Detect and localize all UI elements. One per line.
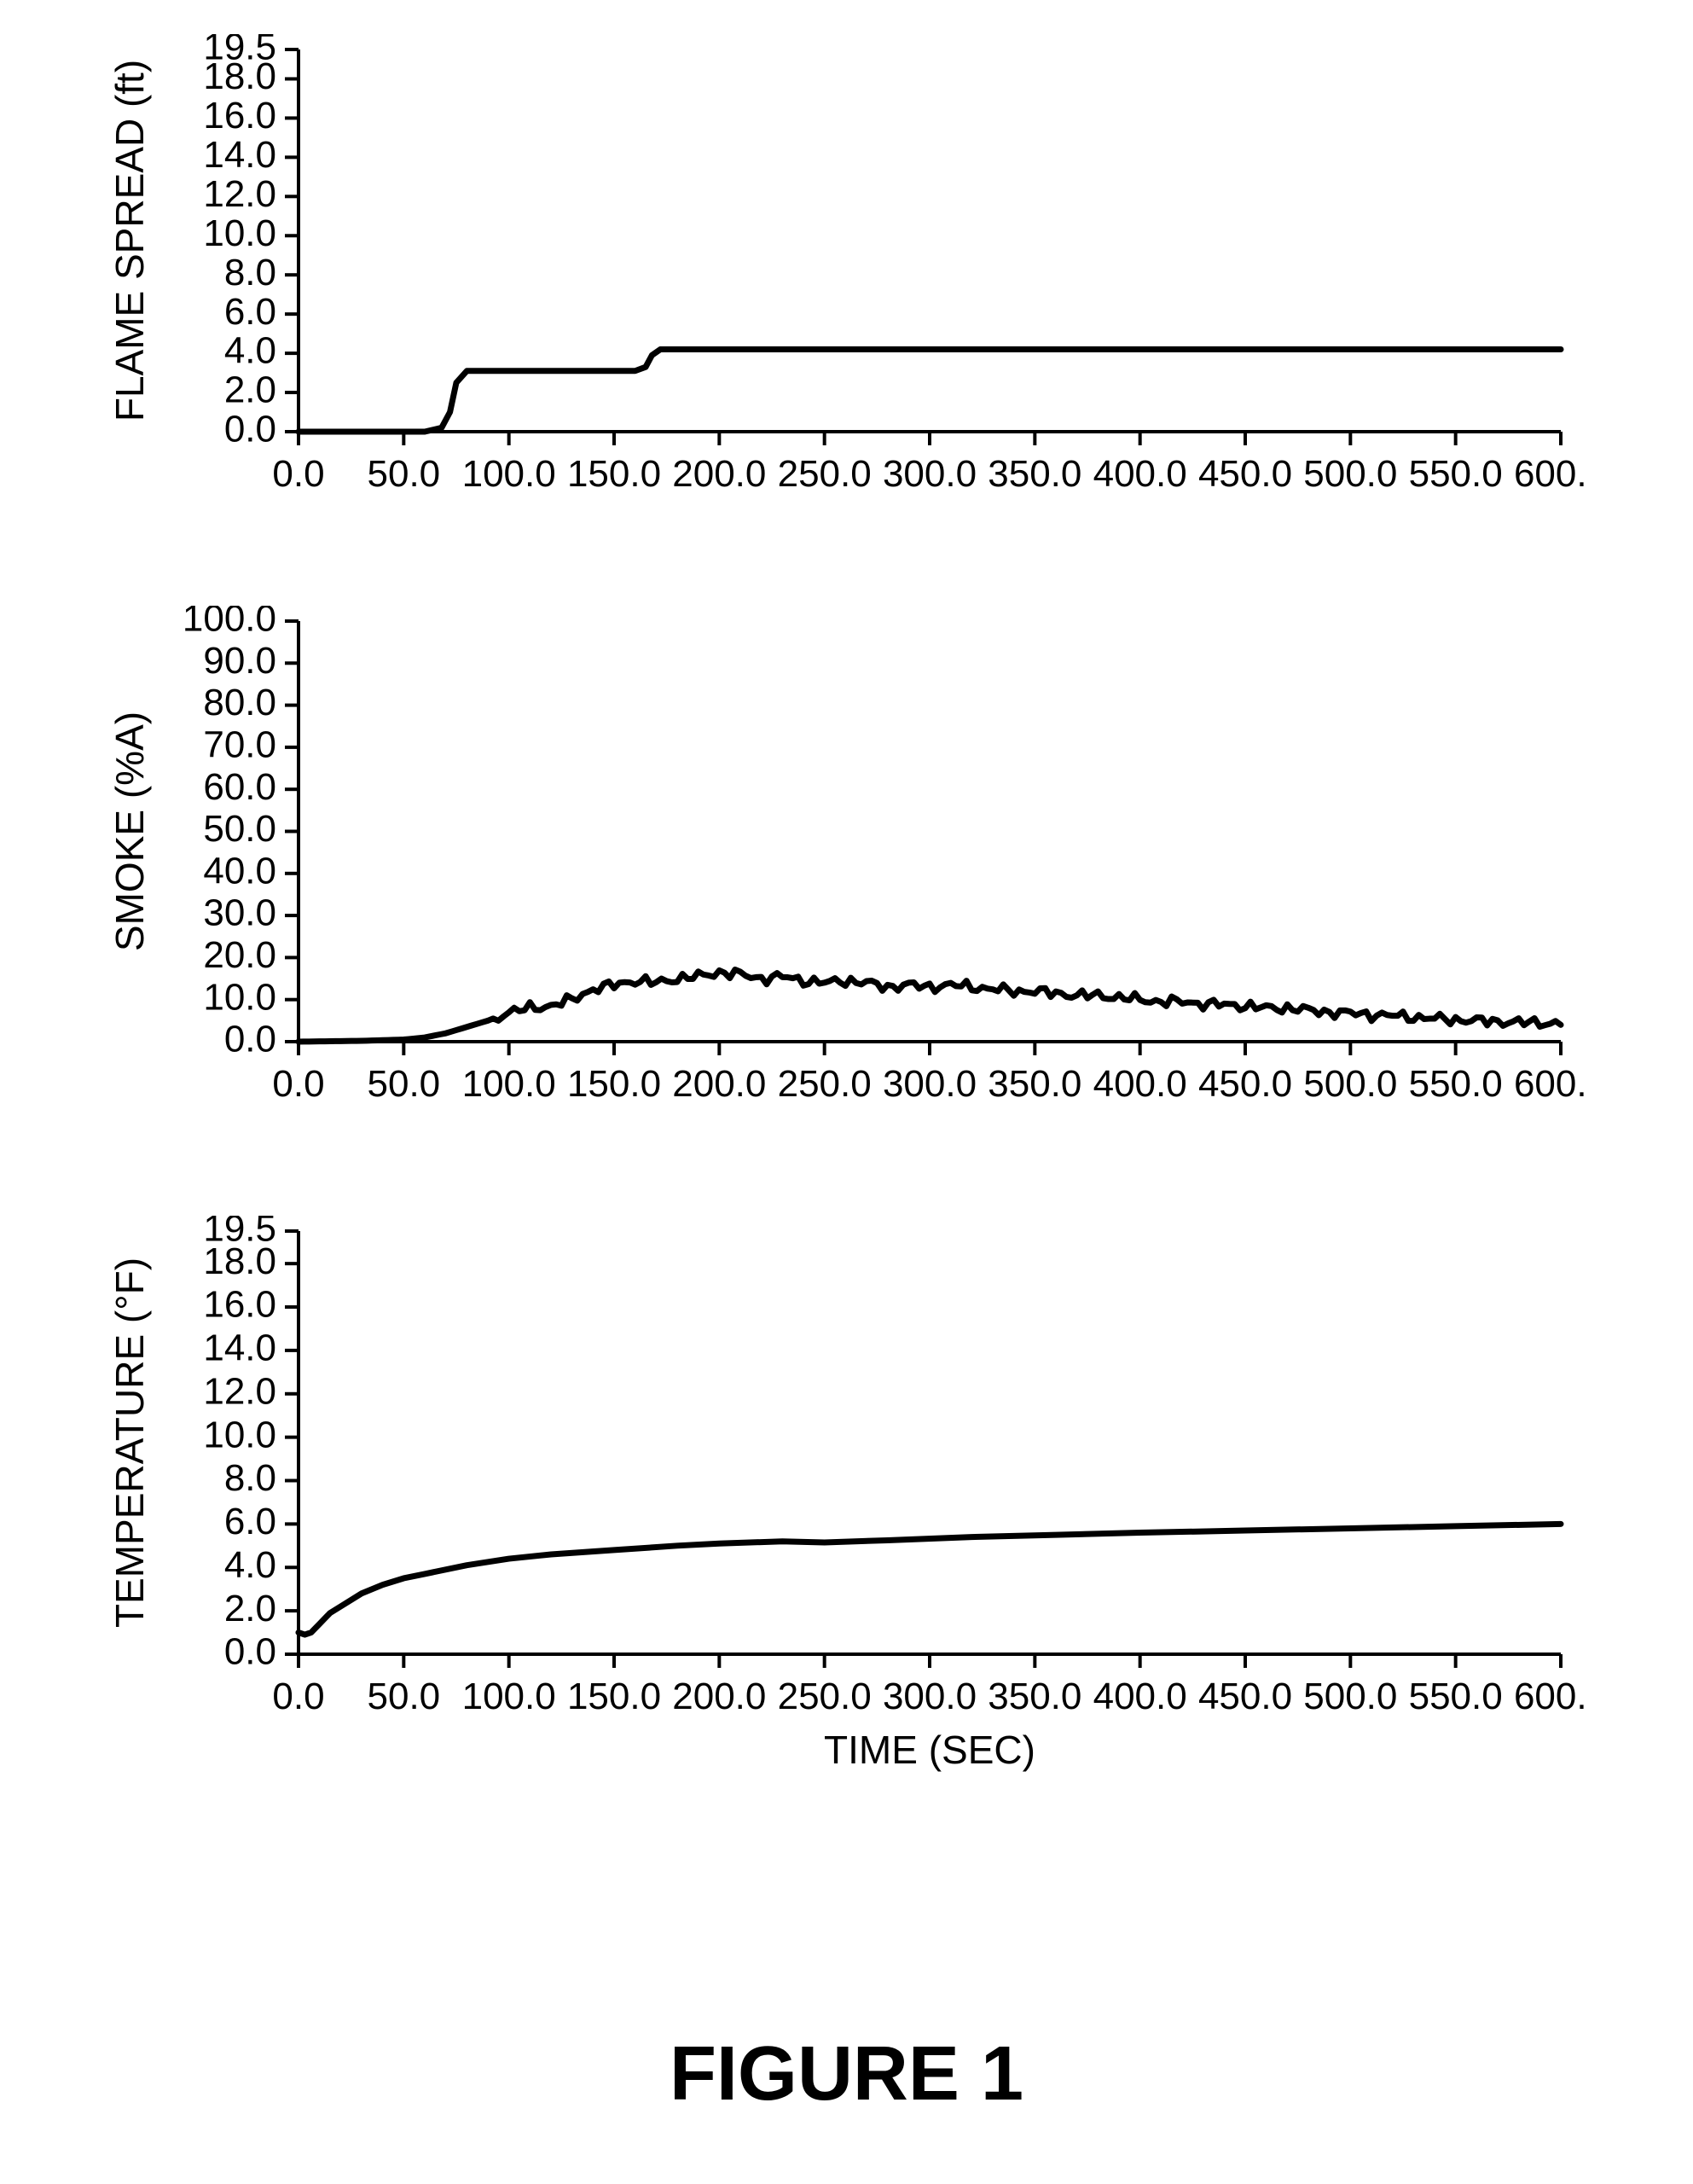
smoke-series-line <box>299 970 1561 1043</box>
y-tick-label: 6.0 <box>224 1501 276 1542</box>
x-tick-label: 600.0 <box>1514 1063 1586 1105</box>
x-tick-label: 0.0 <box>272 453 324 495</box>
x-axis-title: TIME (SEC) <box>824 1728 1035 1772</box>
smoke-y-label: SMOKE (%A) <box>107 712 152 951</box>
x-tick-label: 350.0 <box>988 1676 1081 1717</box>
x-tick-label: 150.0 <box>567 453 661 495</box>
y-tick-label: 4.0 <box>224 1544 276 1586</box>
y-tick-label: 8.0 <box>224 1457 276 1499</box>
x-tick-label: 350.0 <box>988 453 1081 495</box>
x-tick-label: 0.0 <box>272 1063 324 1105</box>
y-tick-label: 20.0 <box>203 934 276 976</box>
y-tick-label: 70.0 <box>203 724 276 766</box>
y-tick-label: 40.0 <box>203 850 276 892</box>
y-tick-label: 19.5 <box>203 34 276 68</box>
x-tick-label: 350.0 <box>988 1063 1081 1105</box>
y-tick-label: 0.0 <box>224 1019 276 1060</box>
y-tick-label: 0.0 <box>224 1631 276 1673</box>
x-tick-label: 100.0 <box>462 453 556 495</box>
x-tick-label: 50.0 <box>368 1063 441 1105</box>
y-tick-label: 4.0 <box>224 330 276 372</box>
x-tick-label: 200.0 <box>672 453 766 495</box>
temperature-series-line <box>299 1524 1561 1635</box>
smoke-chart: 0.010.020.030.040.050.060.070.080.090.01… <box>102 606 1586 1122</box>
y-tick-label: 12.0 <box>203 1370 276 1412</box>
y-tick-label: 12.0 <box>203 173 276 215</box>
x-tick-label: 450.0 <box>1198 453 1292 495</box>
temperature-chart: 0.02.04.06.08.010.012.014.016.018.019.50… <box>102 1216 1586 1782</box>
x-tick-label: 600.0 <box>1514 453 1586 495</box>
x-tick-label: 400.0 <box>1093 453 1187 495</box>
x-tick-label: 550.0 <box>1409 1676 1503 1717</box>
y-tick-label: 0.0 <box>224 409 276 450</box>
y-tick-label: 19.5 <box>203 1216 276 1250</box>
y-tick-label: 16.0 <box>203 1284 276 1326</box>
page: 0.02.04.06.08.010.012.014.016.018.019.50… <box>0 0 1693 2184</box>
x-tick-label: 500.0 <box>1303 1063 1397 1105</box>
x-tick-label: 50.0 <box>368 1676 441 1717</box>
x-tick-label: 550.0 <box>1409 453 1503 495</box>
y-tick-label: 10.0 <box>203 1414 276 1455</box>
x-tick-label: 550.0 <box>1409 1063 1503 1105</box>
y-tick-label: 6.0 <box>224 291 276 333</box>
x-tick-label: 150.0 <box>567 1676 661 1717</box>
x-tick-label: 250.0 <box>778 1676 872 1717</box>
y-tick-label: 14.0 <box>203 134 276 176</box>
y-tick-label: 80.0 <box>203 682 276 723</box>
flame-spread-y-label: FLAME SPREAD (ft) <box>107 60 152 421</box>
charts-container: 0.02.04.06.08.010.012.014.016.018.019.50… <box>102 34 1586 1782</box>
x-tick-label: 450.0 <box>1198 1676 1292 1717</box>
x-tick-label: 600.0 <box>1514 1676 1586 1717</box>
x-tick-label: 150.0 <box>567 1063 661 1105</box>
x-tick-label: 200.0 <box>672 1063 766 1105</box>
x-tick-label: 300.0 <box>883 1676 977 1717</box>
x-tick-label: 300.0 <box>883 1063 977 1105</box>
x-tick-label: 100.0 <box>462 1063 556 1105</box>
y-tick-label: 10.0 <box>203 212 276 254</box>
x-tick-label: 0.0 <box>272 1676 324 1717</box>
y-tick-label: 2.0 <box>224 1588 276 1629</box>
y-tick-label: 100.0 <box>183 606 276 640</box>
x-tick-label: 200.0 <box>672 1676 766 1717</box>
flame-spread-series-line <box>299 350 1561 432</box>
figure-caption: FIGURE 1 <box>0 2030 1693 2118</box>
x-tick-label: 400.0 <box>1093 1676 1187 1717</box>
y-tick-label: 2.0 <box>224 369 276 411</box>
x-tick-label: 100.0 <box>462 1676 556 1717</box>
x-tick-label: 250.0 <box>778 453 872 495</box>
y-tick-label: 60.0 <box>203 766 276 808</box>
y-tick-label: 30.0 <box>203 892 276 934</box>
x-tick-label: 300.0 <box>883 453 977 495</box>
x-tick-label: 50.0 <box>368 453 441 495</box>
y-tick-label: 10.0 <box>203 976 276 1018</box>
flame-spread-chart: 0.02.04.06.08.010.012.014.016.018.019.50… <box>102 34 1586 512</box>
x-tick-label: 400.0 <box>1093 1063 1187 1105</box>
y-tick-label: 90.0 <box>203 640 276 682</box>
y-tick-label: 8.0 <box>224 252 276 293</box>
x-tick-label: 450.0 <box>1198 1063 1292 1105</box>
x-tick-label: 500.0 <box>1303 453 1397 495</box>
y-tick-label: 50.0 <box>203 808 276 850</box>
y-tick-label: 16.0 <box>203 95 276 136</box>
x-tick-label: 250.0 <box>778 1063 872 1105</box>
x-tick-label: 500.0 <box>1303 1676 1397 1717</box>
y-tick-label: 14.0 <box>203 1327 276 1369</box>
temperature-y-label: TEMPERATURE (°F) <box>107 1258 152 1628</box>
